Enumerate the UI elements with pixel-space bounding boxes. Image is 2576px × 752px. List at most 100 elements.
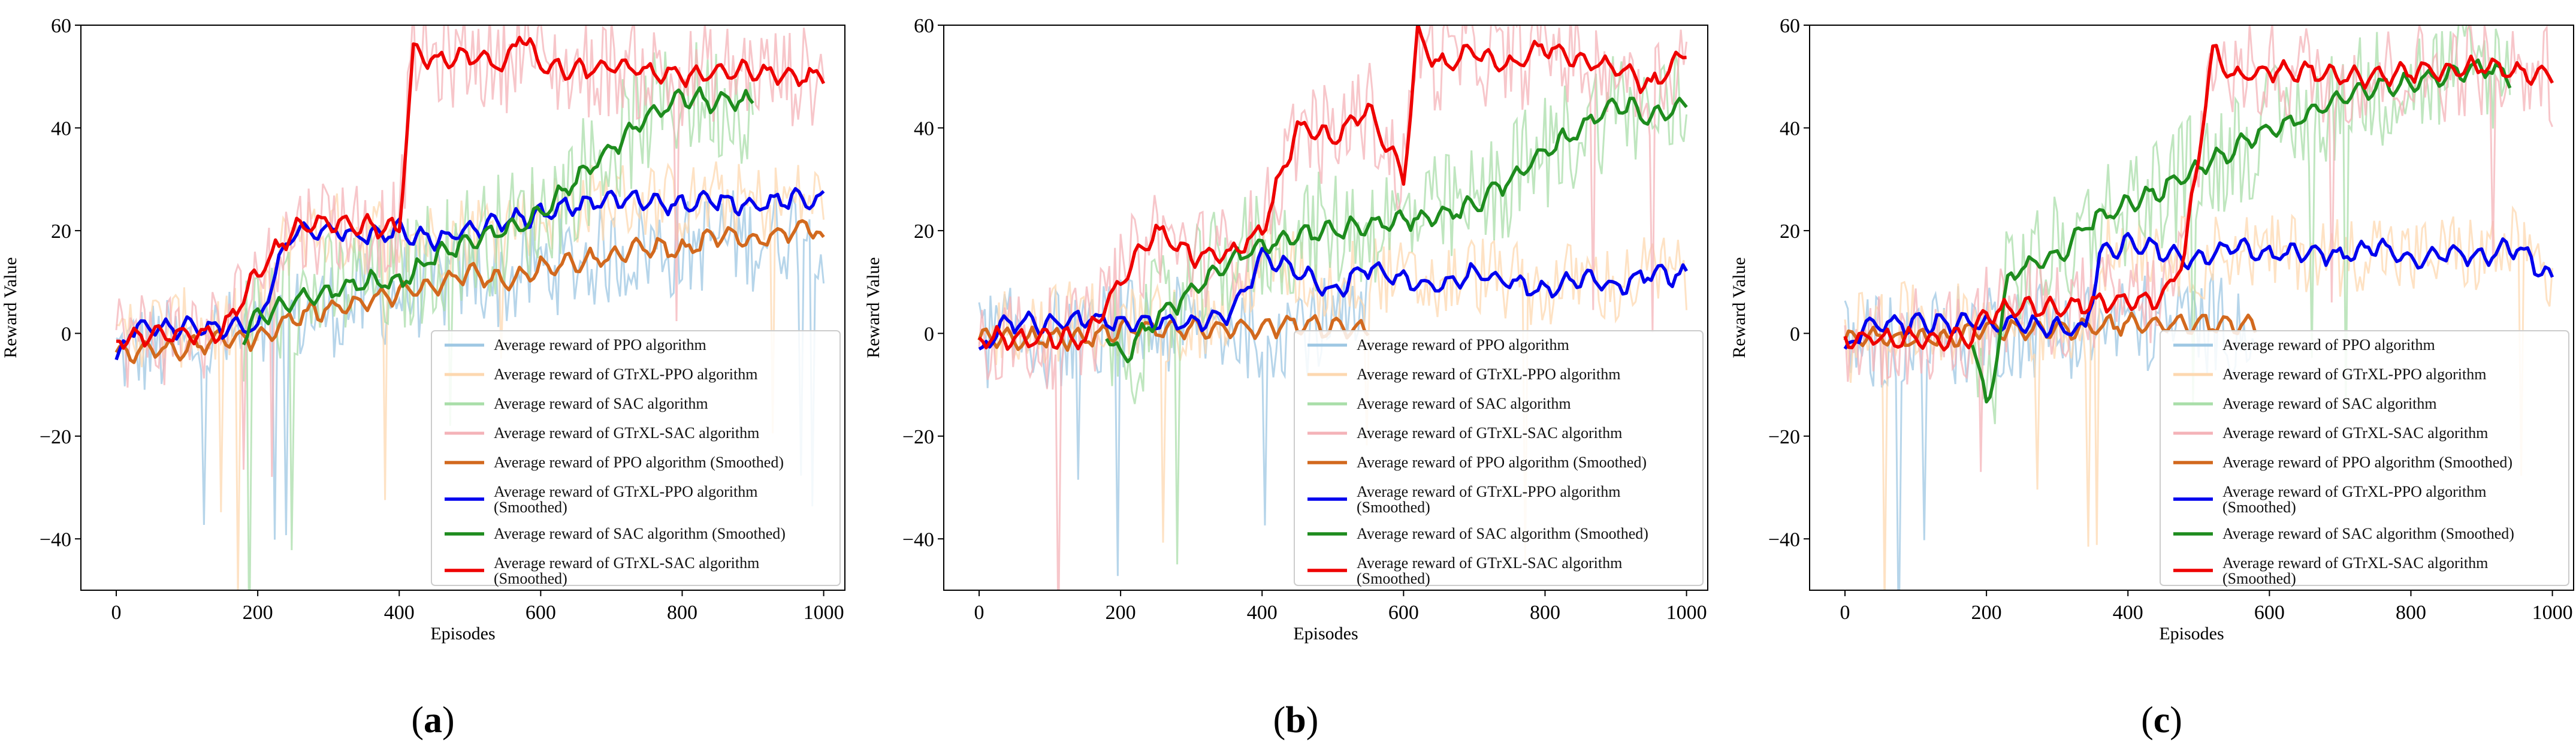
panel-label: (a): [411, 700, 454, 741]
legend-label: Average reward of SAC algorithm (Smoothe…: [1357, 525, 1648, 542]
x-tick-label: 600: [2254, 602, 2285, 624]
x-axis-title: Episodes: [430, 624, 495, 644]
legend-label: Average reward of PPO algorithm (Smoothe…: [2222, 454, 2512, 471]
legend-label: Average reward of GTrXL-PPO algorithm: [494, 483, 757, 500]
raw-line-gtrxl-sac-smoothed-: [1844, 25, 2553, 472]
legend-label: Average reward of GTrXL-SAC algorithm: [2222, 554, 2488, 572]
legend-label: Average reward of GTrXL-PPO algorithm: [1357, 366, 1620, 383]
y-tick-label: 60: [1780, 15, 1800, 37]
smoothed-line-sac-smoothed-: [1105, 96, 1688, 364]
y-tick-label: 60: [914, 15, 934, 37]
smoothed-series-group: [114, 35, 826, 364]
x-tick-label: 1000: [1666, 602, 1707, 624]
x-tick-label: 200: [1106, 602, 1136, 624]
legend-label: Average reward of GTrXL-SAC algorithm: [1357, 554, 1622, 572]
raw-line-gtrxl-ppo-smoothed-: [1844, 205, 2554, 590]
smoothed-line-gtrxl-sac-smoothed-: [1843, 44, 2554, 352]
legend-label: Average reward of GTrXL-SAC algorithm: [494, 554, 759, 572]
y-axis-title: Reward Value: [1729, 257, 1749, 358]
x-tick-label: 800: [1530, 602, 1560, 624]
x-tick-label: 200: [243, 602, 273, 624]
legend-label-continued: (Smoothed): [494, 570, 567, 587]
legend-label: Average reward of PPO algorithm (Smoothe…: [494, 454, 784, 471]
axes-frame: [1809, 25, 2574, 591]
y-tick-label: 20: [51, 221, 71, 243]
x-tick-label: 1000: [804, 602, 844, 624]
y-tick-label: 0: [924, 323, 934, 345]
y-tick-label: 40: [1780, 117, 1800, 140]
x-tick-label: 600: [1388, 602, 1419, 624]
smoothed-series-group: [977, 25, 1688, 364]
legend-label: Average reward of PPO algorithm (Smoothe…: [1357, 454, 1647, 471]
x-tick-label: 200: [1971, 602, 2002, 624]
x-tick-label: 400: [2113, 602, 2143, 624]
smoothed-line-ppo-smoothed-: [114, 219, 825, 364]
smoothed-line-gtrxl-sac-smoothed-: [116, 35, 826, 350]
raw-line-gtrxl-sac-smoothed-: [115, 25, 825, 477]
smoothed-line-gtrxl-sac-smoothed-: [977, 25, 1687, 351]
legend: Average reward of PPO algorithm Average r…: [2160, 330, 2569, 587]
legend-label: Average reward of PPO algorithm: [494, 336, 706, 354]
x-tick-label: 600: [526, 602, 556, 624]
legend-label: Average reward of SAC algorithm (Smoothe…: [494, 525, 786, 542]
legend-label: Average reward of GTrXL-SAC algorithm: [2222, 424, 2488, 442]
chart-panel-b: 0 200 400 600 800 1000 −40 −20 0 20 40 60 Episodes Re…: [863, 15, 1708, 741]
x-tick-label: 0: [111, 602, 122, 624]
chart-panel-a: 0 200 400 600 800 1000 −40 −20 0 20 40 60 Episodes Re…: [1, 15, 845, 741]
y-tick-label: 0: [61, 323, 71, 345]
smoothed-series-group: [1843, 44, 2554, 404]
chart-panel-c: 0 200 400 600 800 1000 −40 −20 0 20 40 60 Episodes Re…: [1729, 15, 2574, 741]
y-tick-label: −20: [1768, 426, 1800, 448]
legend-label: Average reward of SAC algorithm: [1357, 395, 1571, 412]
legend-label: Average reward of SAC algorithm (Smoothe…: [2222, 525, 2514, 542]
smoothed-line-sac-smoothed-: [1970, 58, 2512, 404]
x-tick-label: 400: [384, 602, 415, 624]
x-tick-label: 1000: [2532, 602, 2573, 624]
y-tick-label: 20: [914, 221, 934, 243]
legend-label: Average reward of PPO algorithm: [1357, 336, 1569, 354]
smoothed-line-gtrxl-ppo-smoothed-: [114, 187, 825, 361]
legend-label-continued: (Smoothed): [1357, 499, 1430, 516]
smoothed-line-sac-smoothed-: [242, 86, 754, 346]
raw-line-ppo-smoothed-: [978, 276, 1368, 576]
y-axis-title: Reward Value: [863, 257, 883, 358]
legend-label: Average reward of GTrXL-PPO algorithm: [1357, 483, 1620, 500]
legend-label-continued: (Smoothed): [1357, 570, 1430, 587]
legend-box: [431, 330, 841, 586]
x-axis-title: Episodes: [1293, 624, 1358, 644]
legend-label-continued: (Smoothed): [2222, 570, 2296, 587]
x-tick-label: 800: [667, 602, 697, 624]
legend-box: [2160, 330, 2569, 586]
raw-line-gtrxl-sac-smoothed-: [978, 25, 1688, 590]
x-tick-label: 0: [1840, 602, 1850, 624]
x-axis-title: Episodes: [2159, 624, 2224, 644]
y-tick-label: −40: [1768, 528, 1800, 551]
y-tick-label: −40: [40, 528, 71, 551]
y-tick-label: 40: [914, 117, 934, 140]
legend-label: Average reward of GTrXL-PPO algorithm: [2222, 366, 2486, 383]
panel-label: (b): [1273, 700, 1319, 741]
legend-box: [1294, 330, 1704, 586]
legend-label: Average reward of PPO algorithm: [2222, 336, 2435, 354]
legend-label-continued: (Smoothed): [494, 499, 567, 516]
legend-label: Average reward of GTrXL-SAC algorithm: [494, 424, 759, 442]
smoothed-line-gtrxl-ppo-smoothed-: [1843, 232, 2554, 350]
x-tick-label: 0: [974, 602, 985, 624]
x-tick-label: 800: [2396, 602, 2426, 624]
legend-label: Average reward of SAC algorithm: [494, 395, 708, 412]
y-tick-label: −20: [902, 426, 934, 448]
legend: Average reward of PPO algorithm Average r…: [1294, 330, 1704, 587]
axes-frame: [943, 25, 1708, 591]
axes-frame: [80, 25, 845, 591]
smoothed-line-ppo-smoothed-: [1843, 311, 2257, 348]
legend-label: Average reward of SAC algorithm: [2222, 395, 2437, 412]
legend-label-continued: (Smoothed): [2222, 499, 2296, 516]
y-tick-label: −20: [40, 426, 71, 448]
legend: Average reward of PPO algorithm Average r…: [431, 330, 841, 587]
legend-label: Average reward of GTrXL-PPO algorithm: [494, 366, 757, 383]
x-tick-label: 400: [1247, 602, 1278, 624]
panel-label: (c): [2141, 700, 2182, 741]
y-tick-label: 20: [1780, 221, 1800, 243]
legend-label: Average reward of GTrXL-PPO algorithm: [2222, 483, 2486, 500]
